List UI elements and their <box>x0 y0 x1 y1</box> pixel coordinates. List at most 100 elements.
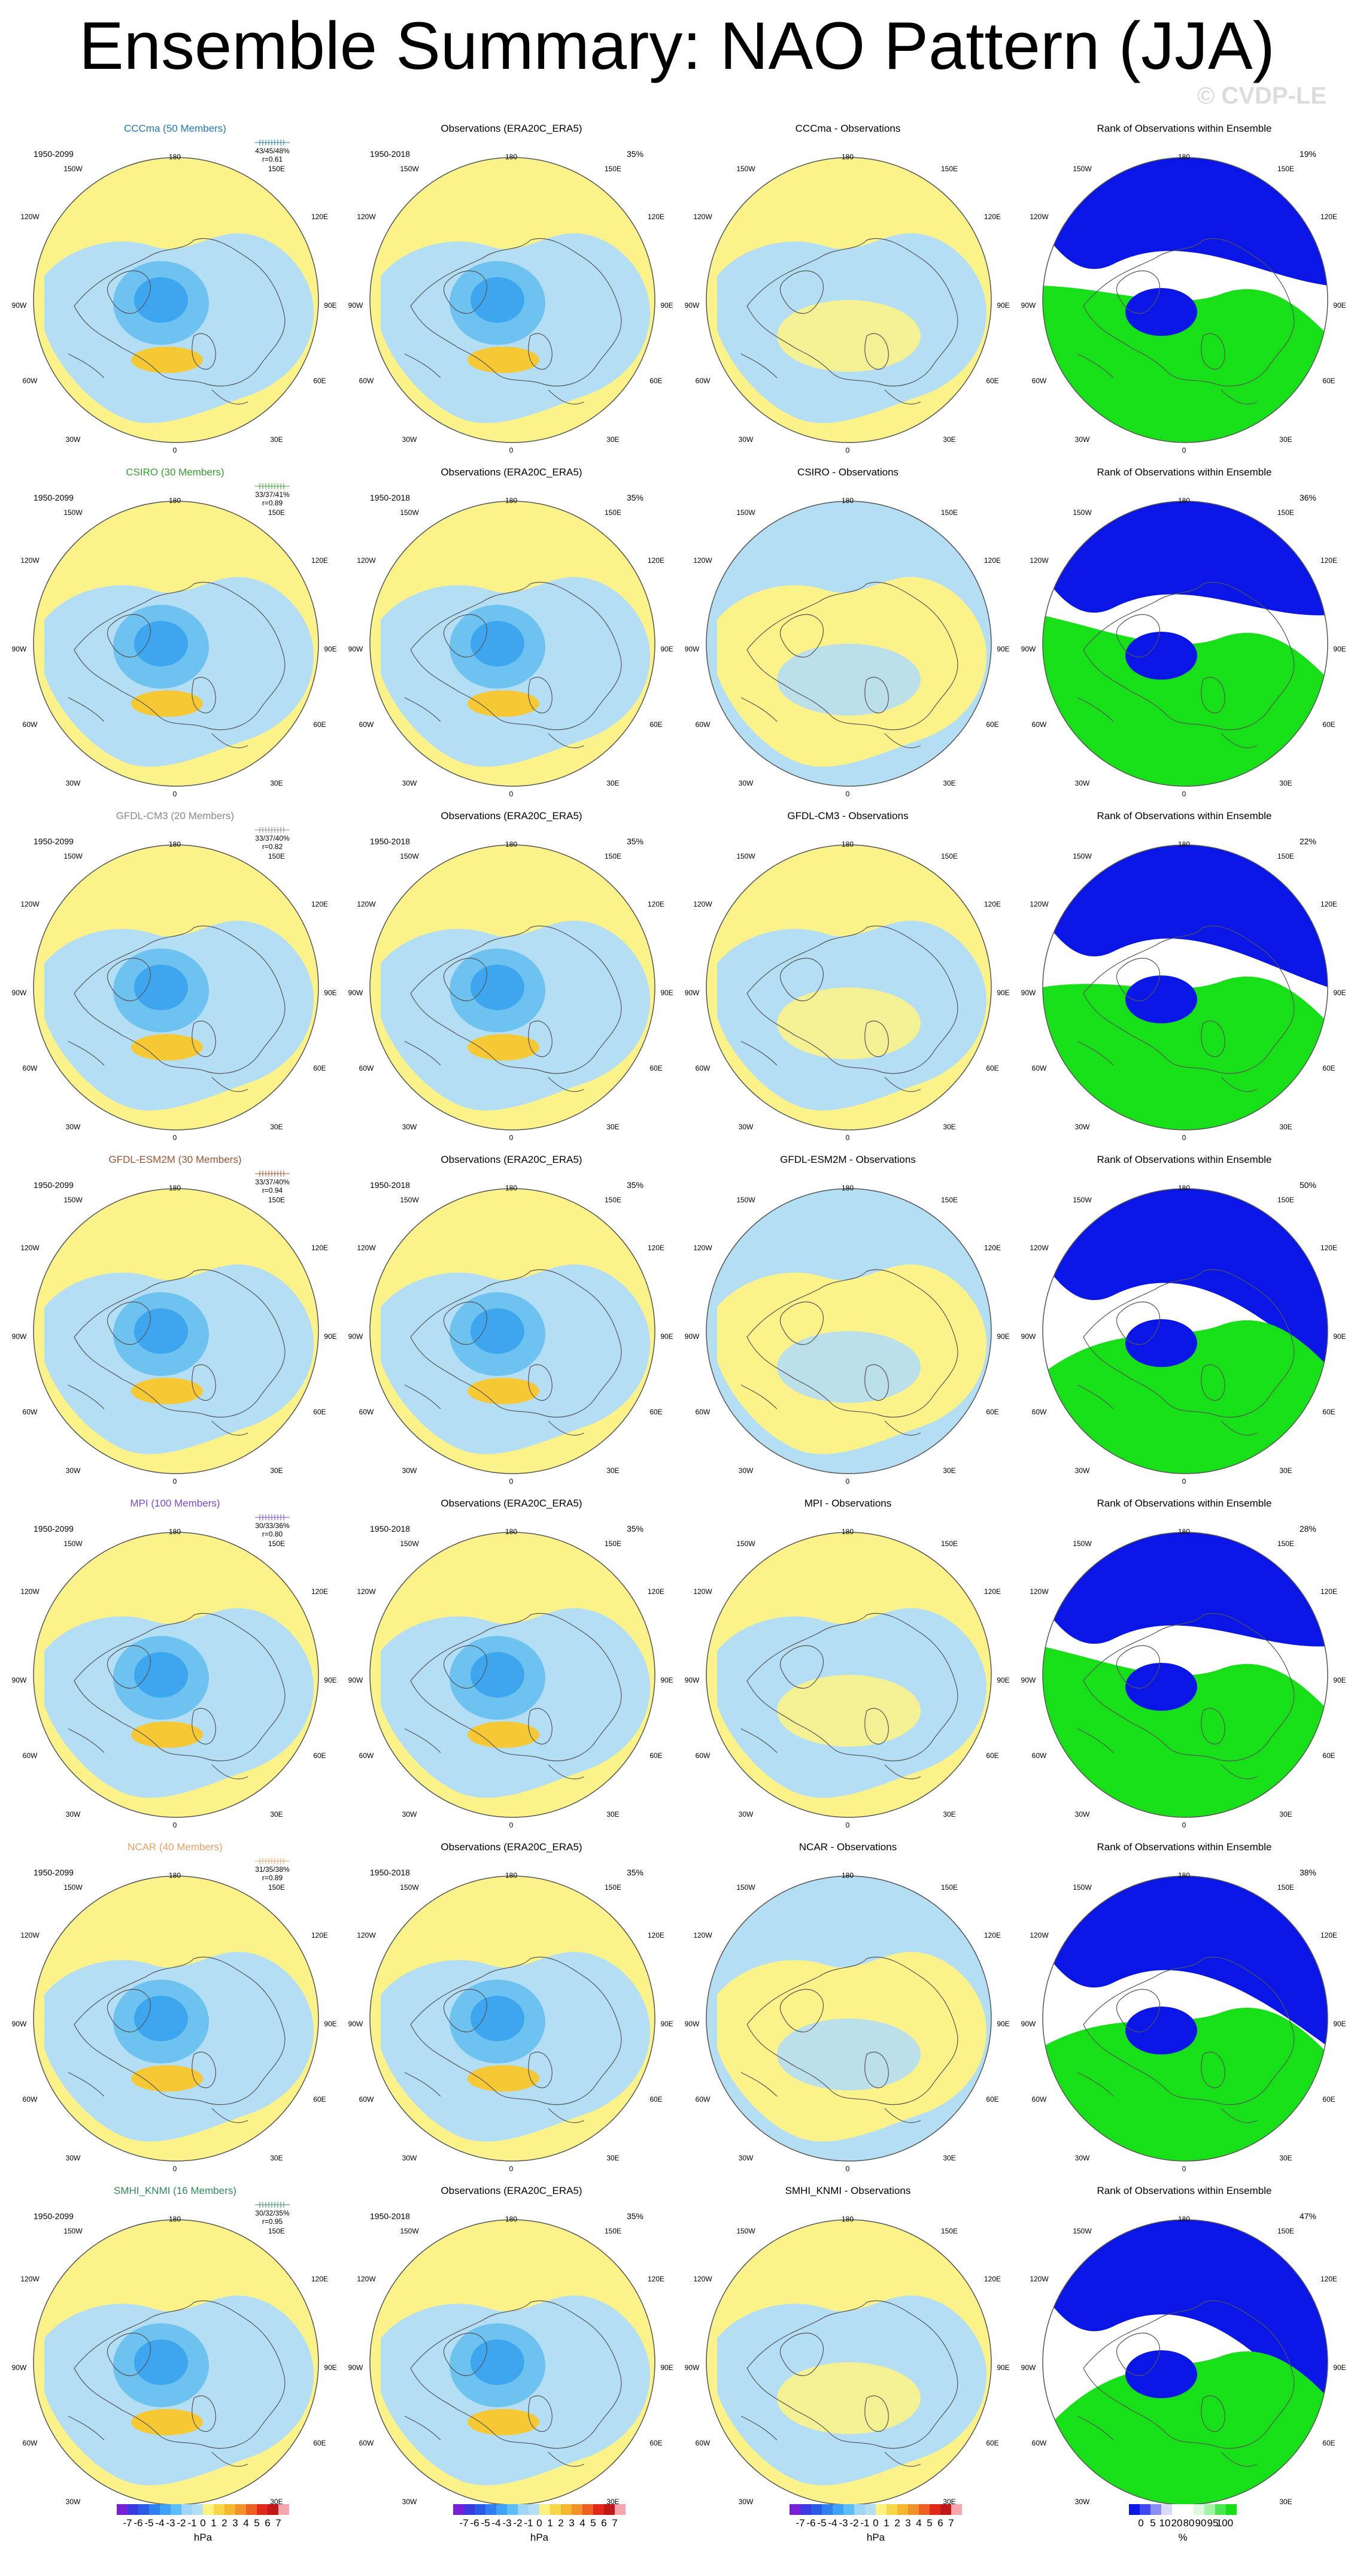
geo-label-br: 30E <box>1279 1810 1292 1819</box>
geo-label-br: 30E <box>1279 1123 1292 1131</box>
geo-label-ml: 120W <box>20 1244 40 1252</box>
panel-r4-c3: GFDL-ESM2M - Observations 180 0 90W 90E 150W 1… <box>679 1154 1017 1498</box>
geo-label-ml: 120W <box>693 213 712 221</box>
geo-label-br: 30E <box>270 1466 283 1475</box>
geo-label-bottom: 0 <box>509 1134 514 1142</box>
geo-label-left: 90W <box>1021 989 1036 997</box>
panel-r5-c4: Rank of Observations within Ensemble 28% 1… <box>1015 1498 1353 1841</box>
colorbar-tick: -5 <box>817 2517 827 2529</box>
panel-title: GFDL-ESM2M (30 Members) <box>108 1154 242 1165</box>
geo-label-lr: 60E <box>1322 377 1335 385</box>
geo-label-ur: 150E <box>268 1883 286 1892</box>
colorbar-tick: 3 <box>232 2517 238 2529</box>
coastline <box>1077 1956 1295 2123</box>
polar-map <box>1042 1188 1328 1474</box>
coastline <box>1077 581 1295 748</box>
panel-title: GFDL-ESM2M - Observations <box>780 1154 916 1165</box>
geo-label-ll: 60W <box>359 1064 374 1072</box>
polar-map <box>33 2219 319 2505</box>
panel-r3-c4: Rank of Observations within Ensemble 22% 1… <box>1015 810 1353 1154</box>
coastline <box>68 1613 286 1780</box>
geo-label-top: 180 <box>841 1184 854 1192</box>
geo-label-br: 30E <box>606 779 620 787</box>
geo-label-top: 180 <box>1177 1871 1191 1880</box>
geo-label-top: 180 <box>168 840 181 848</box>
geo-label-top: 180 <box>168 1871 181 1880</box>
polar-map <box>706 844 992 1131</box>
geo-label-ml: 120W <box>1030 556 1049 565</box>
geo-label-br: 30E <box>270 435 283 444</box>
geo-label-top: 180 <box>505 1528 518 1536</box>
coastline <box>68 1269 286 1436</box>
panel-r2-c3: CSIRO - Observations 180 0 90W 90E 150W 150E 12… <box>679 466 1017 810</box>
colorbar-tick: -4 <box>155 2517 165 2529</box>
geo-label-mr: 120E <box>1320 2275 1338 2283</box>
colorbar-tick: -1 <box>187 2517 197 2529</box>
geo-label-top: 180 <box>841 2215 854 2223</box>
geo-label-ml: 120W <box>1030 1244 1049 1252</box>
geo-label-mr: 120E <box>311 556 329 565</box>
geo-label-top: 180 <box>841 1528 854 1536</box>
ensemble-stats: 31/35/38% r=0.89 <box>245 1857 299 1882</box>
geo-label-ml: 120W <box>693 900 712 908</box>
panel-title: Rank of Observations within Ensemble <box>1097 810 1272 822</box>
geo-label-ll: 60W <box>22 1751 38 1760</box>
geo-label-ur: 150E <box>940 508 958 517</box>
colorbar-tick: 0 <box>200 2517 206 2529</box>
geo-label-left: 90W <box>11 2020 27 2028</box>
polar-map <box>33 1188 319 1474</box>
panel-title: SMHI_KNMI (16 Members) <box>114 2185 236 2196</box>
geo-label-br: 30E <box>1279 1466 1292 1475</box>
geo-label-br: 30E <box>1279 2498 1292 2506</box>
coastline <box>1077 925 1295 1092</box>
geo-label-mr: 120E <box>647 556 665 565</box>
colorbar-tick: 7 <box>948 2517 954 2529</box>
geo-label-lr: 60E <box>313 1064 326 1072</box>
geo-label-mr: 120E <box>1320 556 1338 565</box>
period-label: 1950-2099 <box>34 149 74 159</box>
geo-label-lr: 60E <box>649 1064 663 1072</box>
geo-label-bl: 30W <box>738 435 754 444</box>
geo-label-br: 30E <box>943 1123 956 1131</box>
whisker-plot <box>254 482 291 490</box>
geo-label-mr: 120E <box>647 900 665 908</box>
colorbar-tick: -5 <box>144 2517 154 2529</box>
geo-label-ur: 150E <box>604 508 622 517</box>
geo-label-top: 180 <box>505 496 518 505</box>
geo-label-right: 90E <box>324 989 337 997</box>
geo-label-bottom: 0 <box>172 1821 177 1829</box>
panel-title: Rank of Observations within Ensemble <box>1097 1841 1272 1853</box>
period-label: 1950-2099 <box>34 837 74 846</box>
geo-label-br: 30E <box>943 435 956 444</box>
coastline <box>404 1956 622 2123</box>
geo-label-lr: 60E <box>313 2095 326 2104</box>
geo-label-br: 30E <box>270 2498 283 2506</box>
geo-label-br: 30E <box>943 2154 956 2162</box>
geo-label-lr: 60E <box>313 1751 326 1760</box>
geo-label-br: 30E <box>270 779 283 787</box>
geo-label-ll: 60W <box>1031 1408 1047 1416</box>
panel-r2-c2: Observations (ERA20C_ERA5) 1950-2018 35% 18… <box>342 466 681 810</box>
ensemble-stats: 30/33/36% r=0.80 <box>245 1513 299 1538</box>
geo-label-mr: 120E <box>983 1244 1001 1252</box>
geo-label-lr: 60E <box>649 720 663 729</box>
geo-label-ul: 150W <box>400 165 419 173</box>
geo-label-bl: 30W <box>1074 1466 1090 1475</box>
coastline <box>740 1613 958 1780</box>
geo-label-ml: 120W <box>693 1931 712 1939</box>
geo-label-ur: 150E <box>1277 165 1295 173</box>
colorbar-tick: -5 <box>481 2517 490 2529</box>
geo-label-mr: 120E <box>1320 213 1338 221</box>
panel-title: Rank of Observations within Ensemble <box>1097 123 1272 134</box>
geo-label-ul: 150W <box>63 1196 83 1204</box>
panel-title: Observations (ERA20C_ERA5) <box>441 123 582 134</box>
geo-label-left: 90W <box>1021 1332 1036 1341</box>
geo-label-lr: 60E <box>649 2095 663 2104</box>
ensemble-stats: 33/37/40% r=0.94 <box>245 1169 299 1195</box>
colorbar-tick: -4 <box>491 2517 501 2529</box>
whisker-plot <box>254 1513 291 1522</box>
colorbar-tick: 4 <box>579 2517 585 2529</box>
geo-label-ll: 60W <box>695 1408 711 1416</box>
geo-label-lr: 60E <box>986 2439 999 2447</box>
